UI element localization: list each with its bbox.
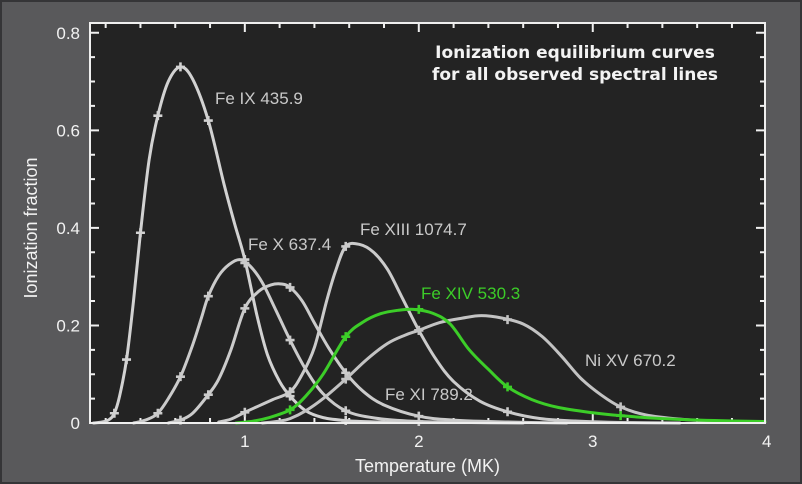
x-tick-label: 3 bbox=[588, 432, 597, 451]
plot-background bbox=[90, 23, 765, 423]
y-tick-label: 0.4 bbox=[56, 219, 80, 238]
chart-title: Ionization equilibrium curves for all ob… bbox=[410, 42, 740, 86]
curve-markers-fe-x bbox=[153, 258, 424, 427]
x-tick-label: 4 bbox=[762, 432, 771, 451]
y-tick-label: 0.2 bbox=[56, 316, 80, 335]
curve-label-fe-xiv: Fe XIV 530.3 bbox=[421, 284, 520, 303]
chart-title-line-2: for all observed spectral lines bbox=[431, 65, 719, 85]
curve-label-fe-xi: Fe XI 789.2 bbox=[385, 385, 473, 404]
curve-label-fe-x: Fe X 637.4 bbox=[248, 235, 331, 254]
curve-fe-x bbox=[131, 258, 525, 425]
chart-title-line-1: Ionization equilibrium curves bbox=[435, 43, 715, 63]
y-axis-title: Ionization fraction bbox=[21, 157, 41, 299]
y-tick-label: 0.8 bbox=[56, 24, 80, 43]
y-tick-label: 0.6 bbox=[56, 121, 80, 140]
x-tick-label: 2 bbox=[414, 432, 423, 451]
curve-markers-ni-xv bbox=[341, 315, 626, 412]
curve-label-ni-xv: Ni XV 670.2 bbox=[585, 351, 676, 370]
curve-label-fe-ix: Fe IX 435.9 bbox=[215, 89, 303, 108]
x-axis-title: Temperature (MK) bbox=[354, 456, 501, 476]
curve-fe-xiv bbox=[234, 307, 767, 425]
curve-markers-fe-xiv bbox=[285, 304, 626, 421]
x-tick-label: 1 bbox=[240, 432, 249, 451]
curve-markers-fe-xi bbox=[175, 282, 424, 425]
y-tick-label: 0 bbox=[71, 414, 80, 433]
curve-fe-ix bbox=[91, 65, 429, 425]
plot-frame bbox=[89, 22, 766, 424]
curve-label-fe-xiii: Fe XIII 1074.7 bbox=[360, 220, 467, 239]
